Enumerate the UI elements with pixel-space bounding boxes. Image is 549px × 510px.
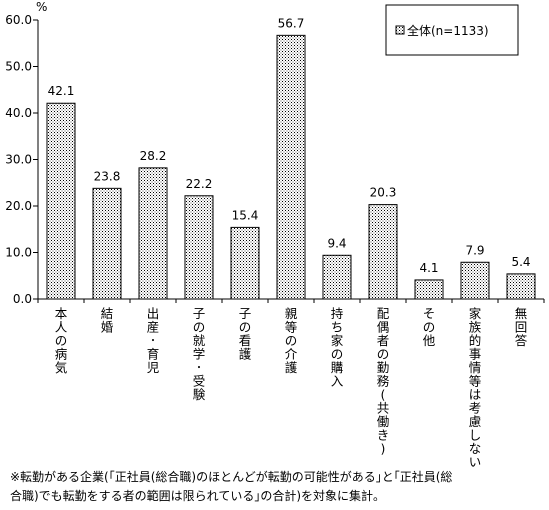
legend-label: 全体(n=1133) [407, 23, 489, 38]
footnote-line-2: 合職)でも転勤をする者の範囲は限られている｣の合計)を対象に集計。 [10, 489, 386, 503]
bar [92, 187, 122, 300]
data-label: 20.3 [370, 186, 397, 200]
data-label: 42.1 [48, 84, 75, 98]
bar [414, 279, 444, 300]
y-tick-label: 60.0 [5, 13, 32, 27]
y-tick-label: 0.0 [13, 292, 32, 306]
bar-chart: 0.0 10.0 20.0 30.0 40.0 50.0 60.0% 42.1 本人の病気 23… [5, 0, 545, 468]
data-label: 9.4 [327, 236, 346, 250]
legend-box [385, 4, 519, 56]
data-label: 23.8 [94, 169, 121, 183]
category-label: 家族的事情等は考慮しない [469, 306, 482, 468]
category-label: 子の就学･受験 [193, 306, 206, 402]
footnote-line-1: ※転勤がある企業(｢正社員(総合職)のほとんどが転勤の可能性がある｣と｢正社員(… [10, 470, 453, 484]
bar [184, 195, 214, 300]
category-label: 子の看護 [239, 306, 252, 362]
y-tick-label: 50.0 [5, 60, 32, 74]
category-label: 持ち家の購入 [331, 306, 344, 389]
data-label: 56.7 [278, 16, 305, 30]
bar [368, 204, 398, 300]
bar [322, 254, 352, 300]
y-tick-label: 20.0 [5, 199, 32, 213]
bar [460, 261, 490, 300]
data-label: 7.9 [465, 243, 484, 257]
category-label: その他 [423, 306, 436, 348]
y-tick-label: 40.0 [5, 106, 32, 120]
bar [276, 34, 306, 300]
data-label: 4.1 [419, 261, 438, 275]
data-label: 15.4 [232, 208, 259, 222]
bar [138, 167, 168, 300]
legend-swatch [395, 25, 405, 35]
y-tick-label: 10.0 [5, 246, 32, 260]
category-label: 配偶者の勤務(共働き) [377, 306, 390, 456]
footnote: ※転勤がある企業(｢正社員(総合職)のほとんどが転勤の可能性がある｣と｢正社員(… [10, 468, 540, 506]
category-label: 本人の病気 [55, 306, 68, 375]
bar [46, 102, 76, 300]
category-label: 出産･育児 [147, 306, 160, 375]
data-label: 22.2 [186, 177, 213, 191]
y-unit-label: % [36, 0, 47, 14]
bar [506, 273, 536, 300]
bar [230, 226, 260, 300]
data-label: 28.2 [140, 149, 167, 163]
data-label: 5.4 [511, 255, 530, 269]
category-label: 親等の介護 [285, 306, 298, 375]
y-tick-label: 30.0 [5, 153, 32, 167]
category-label: 結婚 [101, 306, 114, 335]
category-label: 無回答 [515, 306, 528, 348]
